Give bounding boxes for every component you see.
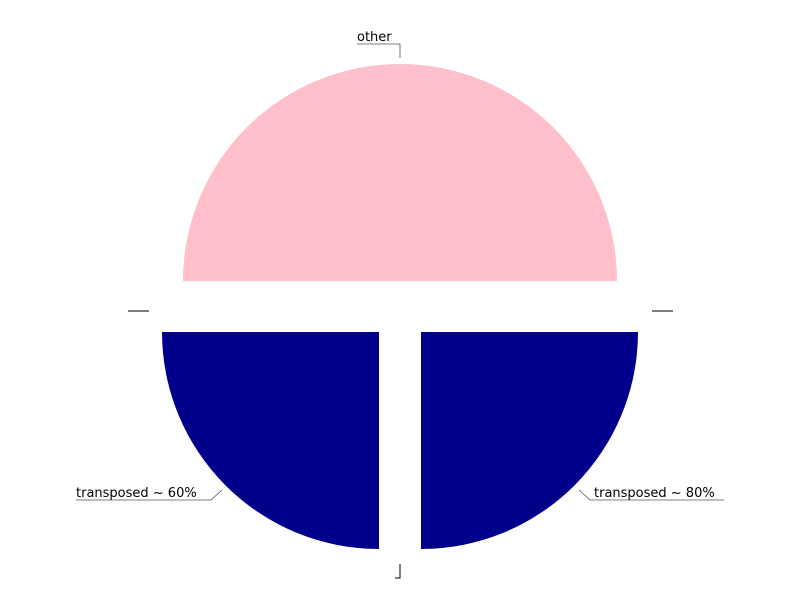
pie-slice-transposed-80 <box>421 332 638 549</box>
pie-slice-other <box>183 64 617 281</box>
slice-label-transposed-80: transposed ~ 80% <box>594 486 715 501</box>
slice-label-transposed-60: transposed ~ 60% <box>76 486 197 501</box>
leader-line-empty-bottom <box>395 564 401 579</box>
leader-line-transposed-80 <box>578 489 724 501</box>
leader-line-transposed-60 <box>76 489 223 501</box>
pie-slice-transposed-60 <box>162 332 379 549</box>
slice-label-other: other <box>357 30 392 45</box>
leader-line-other <box>357 43 401 58</box>
